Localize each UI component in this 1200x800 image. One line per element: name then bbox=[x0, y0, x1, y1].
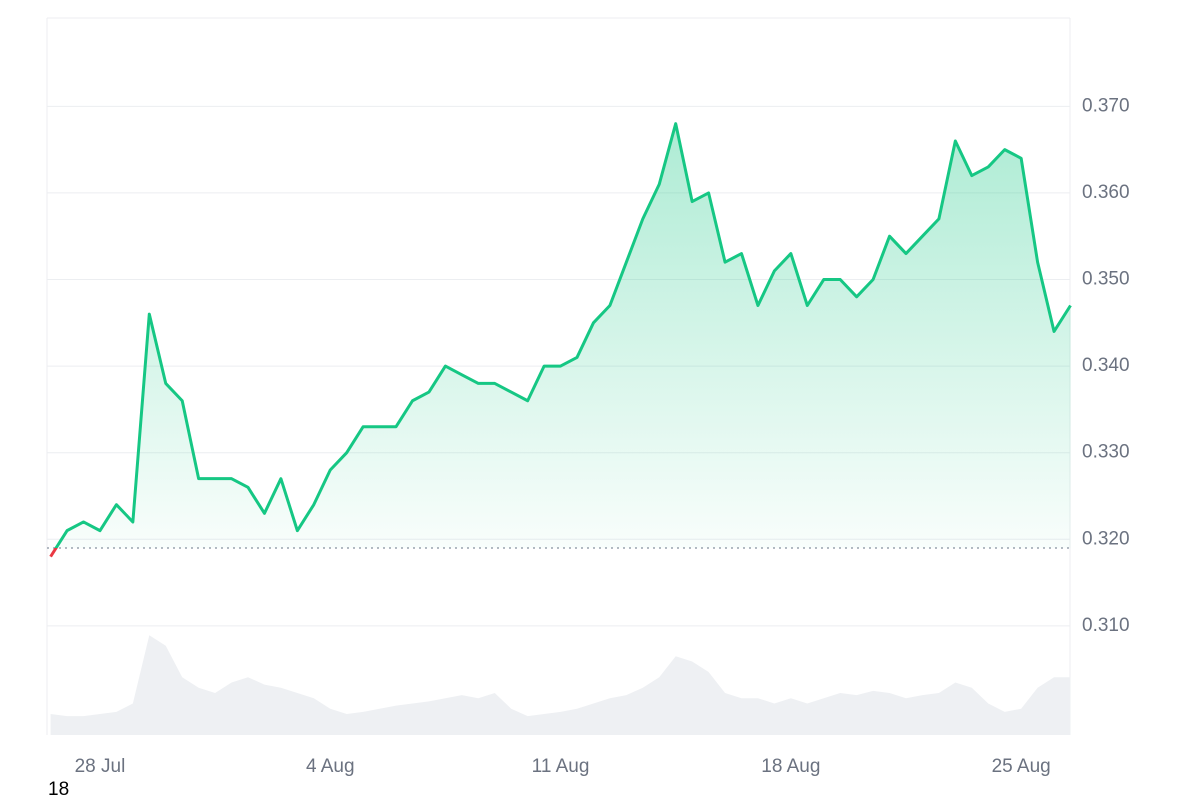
annotation: 18 bbox=[48, 779, 69, 800]
y-tick-label: 0.350 bbox=[1082, 269, 1130, 290]
y-tick-label: 0.330 bbox=[1082, 442, 1130, 463]
volume-area bbox=[50, 635, 1071, 735]
x-tick-label: 4 Aug bbox=[306, 756, 355, 777]
y-tick-label: 0.320 bbox=[1082, 528, 1130, 549]
x-tick-label: 28 Jul bbox=[75, 756, 126, 777]
x-tick-label: 25 Aug bbox=[992, 756, 1051, 777]
x-tick-label: 11 Aug bbox=[532, 756, 590, 777]
price-area bbox=[56, 123, 1071, 548]
x-tick-label: 18 Aug bbox=[761, 756, 820, 777]
price-line bbox=[54, 122, 1072, 548]
y-tick-label: 0.310 bbox=[1082, 615, 1130, 636]
y-tick-label: 0.370 bbox=[1082, 95, 1130, 116]
y-tick-label: 0.360 bbox=[1082, 182, 1130, 203]
y-tick-label: 0.340 bbox=[1082, 355, 1130, 376]
